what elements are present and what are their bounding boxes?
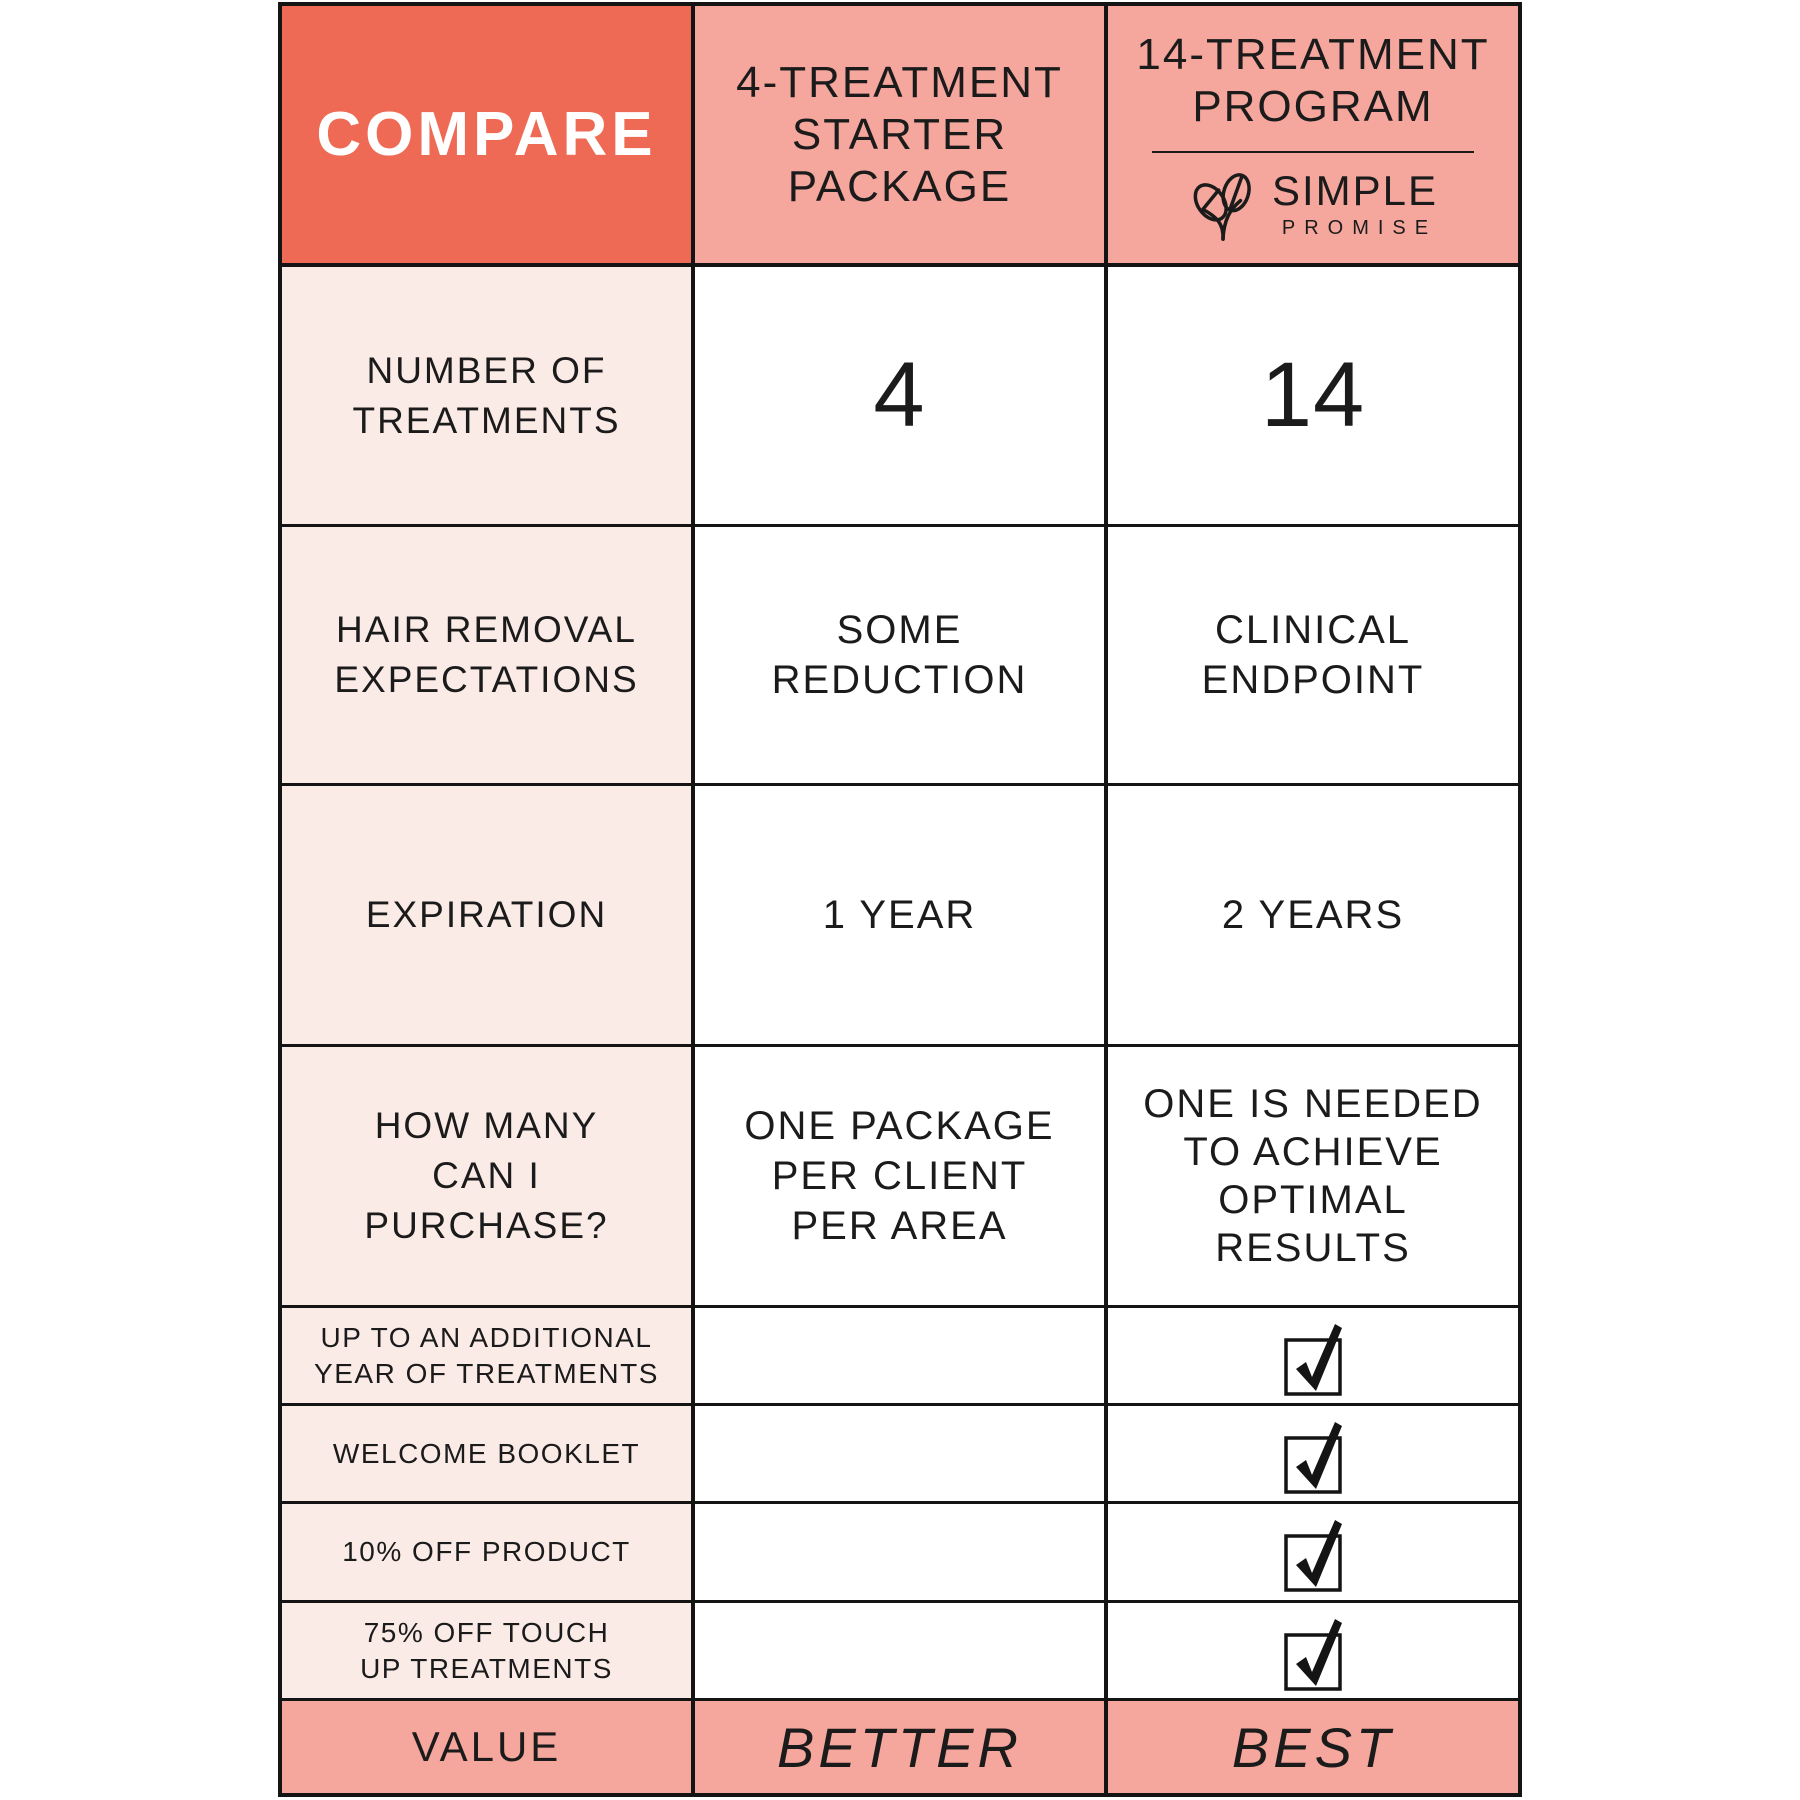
header-compare-cell: COMPARE [282, 6, 695, 267]
row-additional-year-starter-cell [695, 1308, 1108, 1406]
row-number-of-treatments-starter-cell: 4 [695, 267, 1108, 527]
checkmark-icon [1271, 1609, 1355, 1693]
checkmark-icon [1271, 1510, 1355, 1594]
row-purchase-limit-label-cell: HOW MANY CAN I PURCHASE? [282, 1047, 695, 1308]
row-product-discount-starter-cell [695, 1504, 1108, 1603]
header-starter-package-cell: 4-TREATMENT STARTER PACKAGE [695, 6, 1108, 267]
checkmark-icon [1271, 1412, 1355, 1496]
row-expectations-starter-cell: SOME REDUCTION [695, 527, 1108, 786]
program-title: 14-TREATMENT PROGRAM [1136, 29, 1490, 131]
row-label: EXPIRATION [365, 894, 608, 935]
value-row-program-cell: BEST [1108, 1701, 1518, 1793]
row-label: 75% OFF TOUCH UP TREATMENTS [360, 1616, 613, 1684]
logo-word-simple: SIMPLE [1271, 166, 1439, 214]
row-additional-year-label-cell: UP TO AN ADDITIONAL YEAR OF TREATMENTS [282, 1308, 695, 1406]
starter-expectation-value: SOME REDUCTION [771, 608, 1028, 702]
row-label: WELCOME BOOKLET [332, 1437, 641, 1469]
logo-wordmark: SIMPLE PROMISE [1271, 166, 1439, 240]
value-row-label: VALUE [411, 1723, 562, 1770]
starter-purchase-limit-value: ONE PACKAGE PER CLIENT PER AREA [744, 1104, 1055, 1248]
row-label: UP TO AN ADDITIONAL YEAR OF TREATMENTS [314, 1321, 659, 1389]
row-expiration-starter-cell: 1 YEAR [695, 786, 1108, 1047]
row-product-discount-program-cell [1108, 1504, 1518, 1603]
row-number-of-treatments-program-cell: 14 [1108, 267, 1518, 527]
row-expectations-label-cell: HAIR REMOVAL EXPECTATIONS [282, 527, 695, 786]
header-program-cell: 14-TREATMENT PROGRAM SIMPLE PROMISE [1108, 6, 1518, 267]
program-value-grade: BEST [1231, 1715, 1395, 1779]
program-expiration-value: 2 YEARS [1221, 893, 1405, 937]
row-purchase-limit-starter-cell: ONE PACKAGE PER CLIENT PER AREA [695, 1047, 1108, 1308]
checkmark-icon [1271, 1314, 1355, 1398]
value-row-label-cell: VALUE [282, 1701, 695, 1793]
simple-promise-logo: SIMPLE PROMISE [1188, 169, 1438, 241]
value-row-starter-cell: BETTER [695, 1701, 1108, 1793]
leaf-icon [1188, 169, 1258, 241]
row-touch-up-discount-program-cell [1108, 1603, 1518, 1701]
logo-word-promise: PROMISE [1281, 216, 1438, 239]
row-label: NUMBER OF TREATMENTS [352, 349, 621, 441]
row-purchase-limit-program-cell: ONE IS NEEDED TO ACHIEVE OPTIMAL RESULTS [1108, 1047, 1518, 1308]
row-additional-year-program-cell [1108, 1308, 1518, 1406]
row-expectations-program-cell: CLINICAL ENDPOINT [1108, 527, 1518, 786]
row-product-discount-label-cell: 10% OFF PRODUCT [282, 1504, 695, 1603]
row-label: 10% OFF PRODUCT [342, 1536, 631, 1567]
row-number-of-treatments-label-cell: NUMBER OF TREATMENTS [282, 267, 695, 527]
header-divider-rule [1152, 150, 1474, 153]
row-label: HOW MANY CAN I PURCHASE? [364, 1105, 609, 1246]
program-purchase-limit-value: ONE IS NEEDED TO ACHIEVE OPTIMAL RESULTS [1143, 1082, 1483, 1270]
starter-package-title: 4-TREATMENT STARTER PACKAGE [736, 57, 1063, 211]
row-welcome-booklet-starter-cell [695, 1406, 1108, 1504]
program-expectation-value: CLINICAL ENDPOINT [1201, 608, 1425, 702]
comparison-table: COMPARE 4-TREATMENT STARTER PACKAGE 14-T… [278, 2, 1522, 1797]
row-welcome-booklet-program-cell [1108, 1406, 1518, 1504]
row-label: HAIR REMOVAL EXPECTATIONS [334, 609, 639, 700]
row-touch-up-discount-label-cell: 75% OFF TOUCH UP TREATMENTS [282, 1603, 695, 1701]
row-touch-up-discount-starter-cell [695, 1603, 1108, 1701]
starter-treatment-count: 4 [873, 344, 926, 446]
row-expiration-program-cell: 2 YEARS [1108, 786, 1518, 1047]
starter-expiration-value: 1 YEAR [822, 893, 977, 937]
row-welcome-booklet-label-cell: WELCOME BOOKLET [282, 1406, 695, 1504]
row-expiration-label-cell: EXPIRATION [282, 786, 695, 1047]
program-treatment-count: 14 [1260, 344, 1366, 446]
compare-title: COMPARE [316, 100, 657, 169]
starter-value-grade: BETTER [777, 1715, 1022, 1779]
